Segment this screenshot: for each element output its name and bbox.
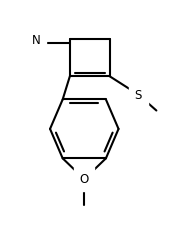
Text: S: S xyxy=(135,89,142,102)
Text: N: N xyxy=(32,34,41,47)
Text: O: O xyxy=(80,173,89,186)
